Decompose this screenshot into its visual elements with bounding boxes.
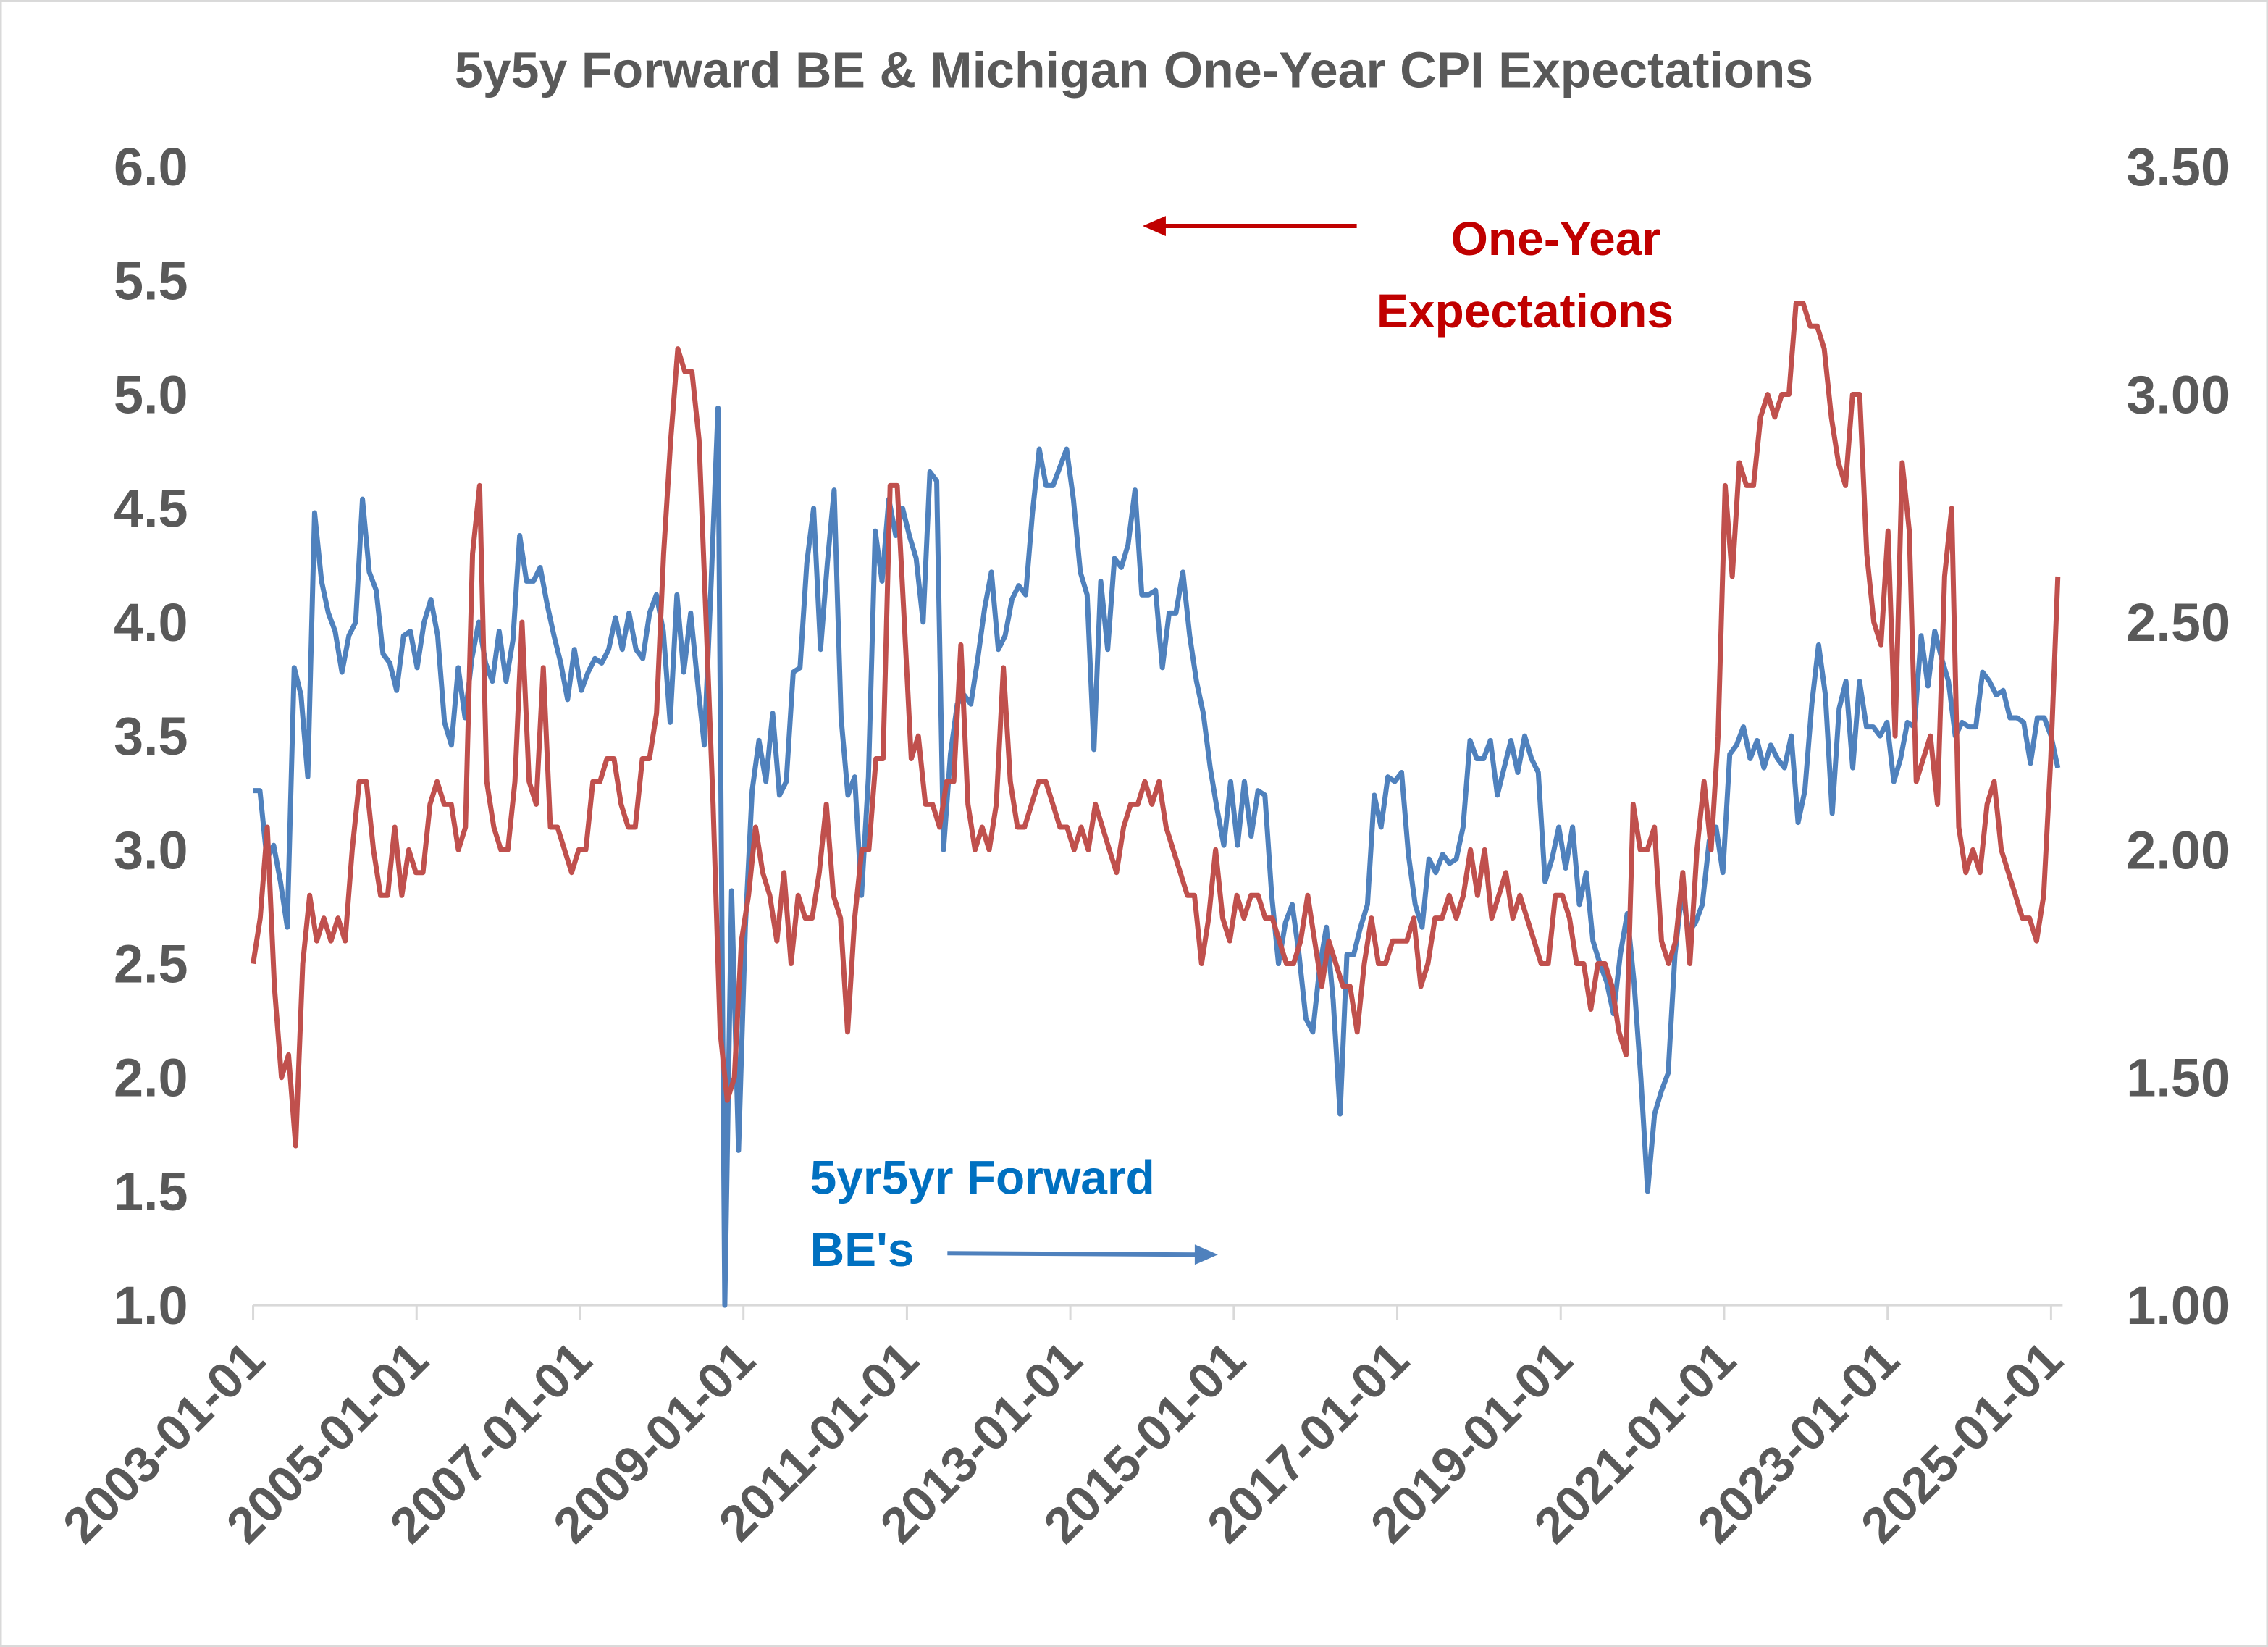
- left-y-axis: 1.0 1.5 2.0 2.5 3.0 3.5 4.0 4.5 5.0 5.5 6.0: [114, 137, 188, 1336]
- series-lines: [251, 301, 2061, 1308]
- left-tick-label: 4.0: [114, 592, 188, 653]
- annotation-one-year: One-Year Expectations: [1142, 211, 1673, 338]
- left-tick-label: 2.0: [114, 1048, 188, 1108]
- right-tick-label: 2.50: [2126, 592, 2230, 653]
- annotation-5y5y-line2: BE's: [810, 1223, 915, 1276]
- chart-title: 5y5y Forward BE & Michigan One-Year CPI …: [455, 41, 1813, 98]
- left-tick-label: 3.5: [114, 706, 188, 766]
- left-tick-label: 5.0: [114, 365, 188, 425]
- annotation-5y5y-line1: 5yr5yr Forward: [810, 1150, 1155, 1204]
- left-tick-label: 5.5: [114, 251, 188, 311]
- left-tick-label: 6.0: [114, 137, 188, 197]
- right-tick-label: 2.00: [2126, 820, 2230, 880]
- left-tick-label: 4.5: [114, 479, 188, 539]
- left-arrowhead-icon: [1142, 216, 1166, 237]
- right-y-axis: 1.00 1.50 2.00 2.50 3.00 3.50: [2126, 137, 2230, 1336]
- left-tick-label: 3.0: [114, 820, 188, 880]
- annotation-one-year-line1: One-Year: [1451, 211, 1660, 265]
- right-tick-label: 1.50: [2126, 1048, 2230, 1108]
- annotation-one-year-line2: Expectations: [1377, 284, 1673, 338]
- right-arrow-icon: [947, 1251, 1198, 1257]
- right-arrowhead-icon: [1194, 1244, 1218, 1265]
- right-tick-label: 3.50: [2126, 137, 2230, 197]
- left-tick-label: 1.5: [114, 1162, 188, 1222]
- series-line-5y5y-forward-be: [253, 405, 2061, 1308]
- left-tick-label: 2.5: [114, 934, 188, 994]
- series-line-michigan-one-year: [251, 301, 2061, 1149]
- right-tick-label: 3.00: [2126, 365, 2230, 425]
- right-tick-label: 1.00: [2126, 1275, 2230, 1336]
- annotation-5y5y: 5yr5yr Forward BE's: [810, 1150, 1218, 1276]
- left-tick-label: 1.0: [114, 1275, 188, 1336]
